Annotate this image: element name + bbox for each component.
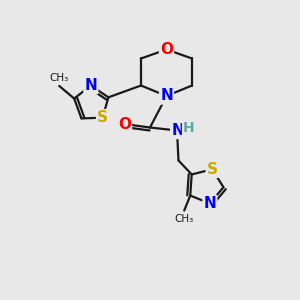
Text: H: H	[183, 121, 194, 135]
Text: N: N	[85, 78, 97, 93]
Text: CH₃: CH₃	[50, 73, 69, 83]
Text: S: S	[207, 162, 218, 177]
Text: N: N	[203, 196, 216, 211]
Text: N: N	[160, 88, 173, 104]
Text: S: S	[97, 110, 108, 125]
Text: N: N	[171, 123, 184, 138]
Text: O: O	[118, 117, 131, 132]
Text: O: O	[160, 42, 173, 57]
Text: CH₃: CH₃	[175, 214, 194, 224]
